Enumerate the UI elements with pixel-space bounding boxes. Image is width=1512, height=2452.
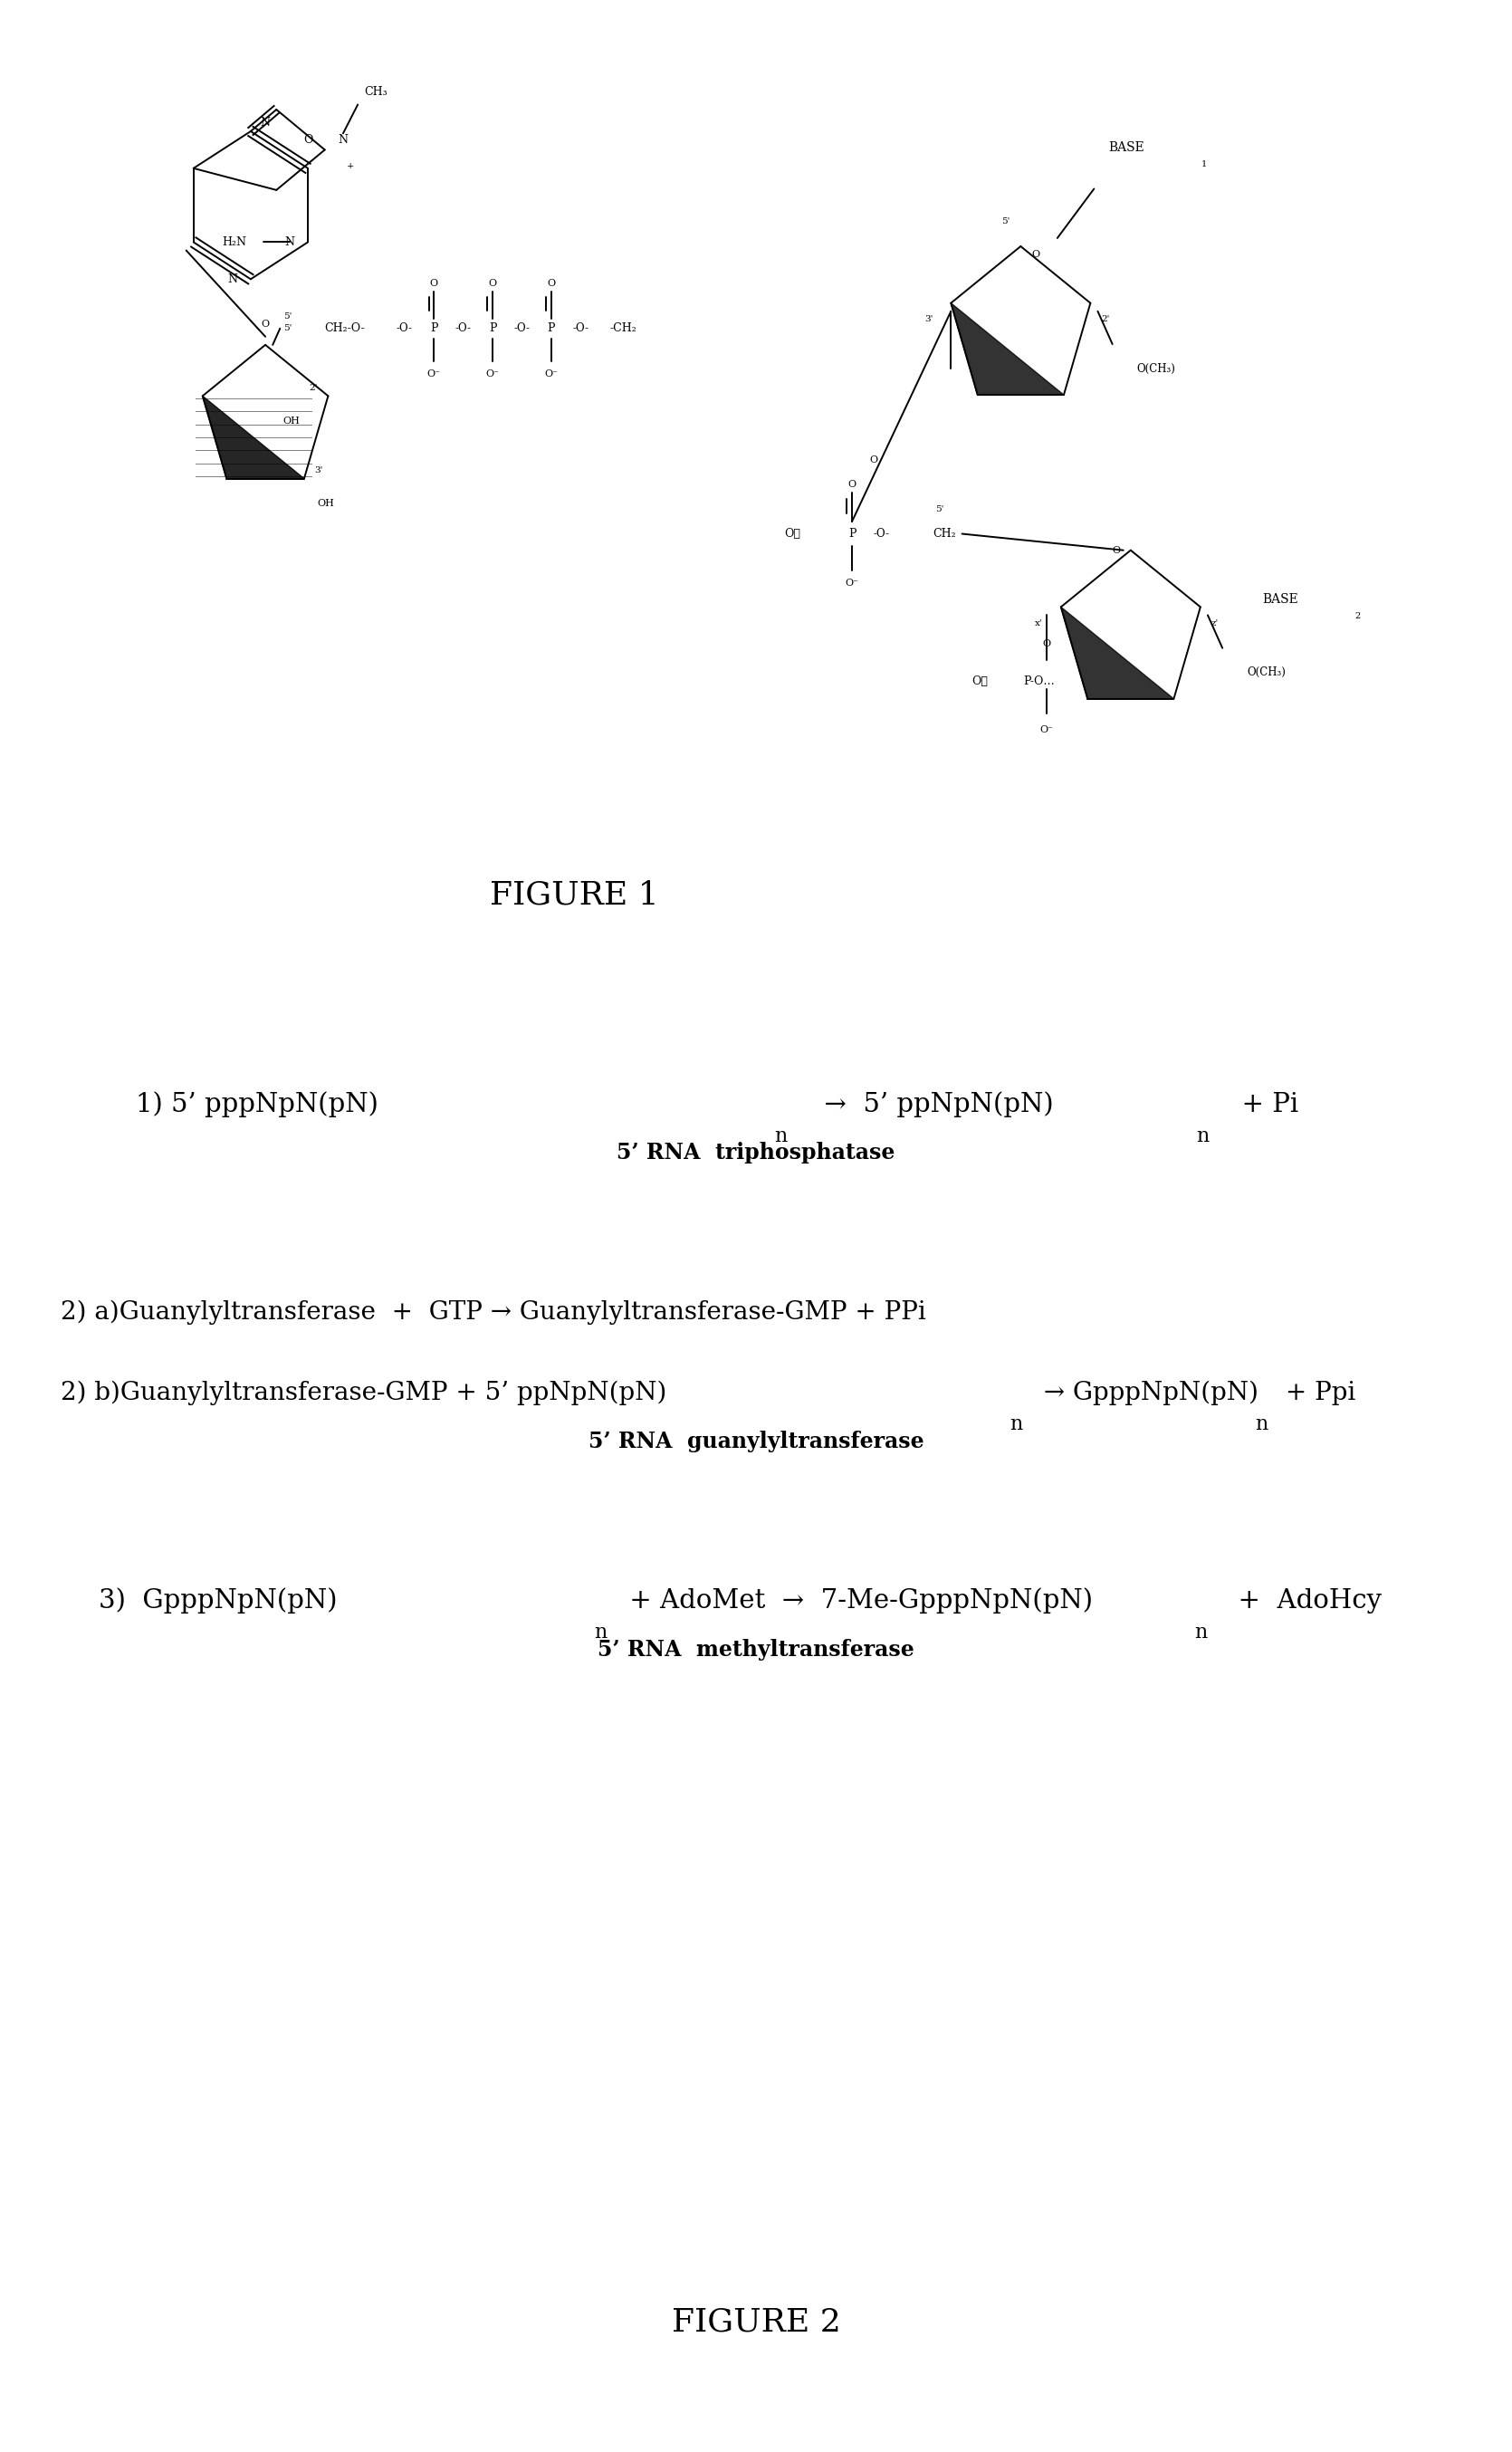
Text: + Pi: + Pi — [1225, 1091, 1299, 1118]
Text: -O-: -O- — [514, 324, 531, 333]
Text: -O-: -O- — [396, 324, 413, 333]
Text: 5': 5' — [283, 324, 292, 333]
Text: O(CH₃): O(CH₃) — [1247, 667, 1285, 679]
Text: O⁻: O⁻ — [485, 370, 499, 378]
Text: CH₂-O-: CH₂-O- — [324, 324, 364, 333]
Text: O⁻: O⁻ — [428, 370, 442, 378]
Text: 3': 3' — [314, 466, 324, 476]
Text: 3': 3' — [925, 316, 933, 324]
Text: P: P — [547, 324, 555, 333]
Text: 5’ RNA  triphosphatase: 5’ RNA triphosphatase — [617, 1140, 895, 1162]
Polygon shape — [951, 304, 1064, 395]
Text: +: + — [346, 162, 354, 169]
Text: -CH₂: -CH₂ — [609, 324, 637, 333]
Text: O⁻: O⁻ — [845, 579, 859, 588]
Text: O: O — [488, 280, 497, 287]
Text: O: O — [302, 132, 313, 145]
Text: z': z' — [1211, 620, 1219, 628]
Text: 1) 5’ pppNpN(pN): 1) 5’ pppNpN(pN) — [136, 1091, 378, 1118]
Text: H₂N: H₂N — [222, 235, 246, 248]
Text: 2': 2' — [310, 383, 318, 392]
Text: N: N — [227, 272, 237, 284]
Text: O: O — [429, 280, 438, 287]
Text: BASE: BASE — [1108, 142, 1145, 154]
Text: n: n — [774, 1125, 788, 1145]
Text: P: P — [848, 527, 856, 539]
Text: n: n — [1194, 1623, 1208, 1643]
Text: O: O — [1042, 640, 1051, 647]
Text: P: P — [488, 324, 496, 333]
Text: P-O…: P-O… — [1024, 674, 1055, 687]
Text: FIGURE 2: FIGURE 2 — [671, 2307, 841, 2337]
Text: O≛: O≛ — [785, 527, 801, 539]
Text: → GpppNpN(pN): → GpppNpN(pN) — [1036, 1380, 1258, 1405]
Text: O: O — [869, 456, 878, 463]
Text: 3)  GpppNpN(pN): 3) GpppNpN(pN) — [98, 1589, 337, 1613]
Text: O: O — [1111, 547, 1120, 554]
Text: O: O — [547, 280, 555, 287]
Text: + AdoMet  →  7-Me-GpppNpN(pN): + AdoMet → 7-Me-GpppNpN(pN) — [621, 1589, 1093, 1613]
Text: O(CH₃): O(CH₃) — [1137, 363, 1176, 375]
Text: N: N — [284, 235, 295, 248]
Text: -O-: -O- — [573, 324, 588, 333]
Text: FIGURE 1: FIGURE 1 — [490, 880, 659, 910]
Text: 2': 2' — [1101, 316, 1110, 324]
Text: CH₃: CH₃ — [364, 86, 387, 98]
Text: +  AdoHcy: + AdoHcy — [1222, 1589, 1382, 1613]
Text: -O-: -O- — [455, 324, 472, 333]
Text: N: N — [260, 118, 271, 130]
Text: O: O — [848, 481, 856, 488]
Text: OH: OH — [318, 498, 334, 508]
Polygon shape — [203, 395, 304, 478]
Text: CH₂: CH₂ — [933, 527, 956, 539]
Text: O⁻: O⁻ — [544, 370, 558, 378]
Text: O⁻: O⁻ — [1039, 726, 1052, 736]
Text: 1: 1 — [1201, 159, 1207, 169]
Text: O≛: O≛ — [971, 674, 987, 687]
Text: 5': 5' — [936, 505, 945, 512]
Text: OH: OH — [283, 417, 299, 424]
Text: n: n — [1196, 1125, 1210, 1145]
Text: →  5’ ppNpN(pN): → 5’ ppNpN(pN) — [807, 1091, 1054, 1118]
Text: n: n — [1255, 1415, 1269, 1434]
Text: O: O — [262, 319, 269, 329]
Text: BASE: BASE — [1263, 593, 1299, 606]
Text: n: n — [594, 1623, 608, 1643]
Text: 2: 2 — [1355, 613, 1361, 620]
Text: 2) a)Guanylyltransferase  +  GTP → Guanylyltransferase-GMP + PPi: 2) a)Guanylyltransferase + GTP → Guanyly… — [60, 1300, 925, 1324]
Polygon shape — [1061, 608, 1173, 699]
Text: 5’ RNA  methyltransferase: 5’ RNA methyltransferase — [597, 1638, 915, 1660]
Text: 5': 5' — [1002, 218, 1010, 226]
Text: -O-: -O- — [874, 527, 889, 539]
Text: P: P — [431, 324, 438, 333]
Text: N: N — [339, 135, 348, 145]
Text: + Ppi: + Ppi — [1278, 1380, 1356, 1405]
Text: O: O — [1031, 250, 1039, 260]
Text: 5': 5' — [283, 311, 292, 321]
Text: 5’ RNA  guanylyltransferase: 5’ RNA guanylyltransferase — [588, 1430, 924, 1452]
Text: x': x' — [1036, 620, 1043, 628]
Text: n: n — [1010, 1415, 1024, 1434]
Text: 2) b)Guanylyltransferase-GMP + 5’ ppNpN(pN): 2) b)Guanylyltransferase-GMP + 5’ ppNpN(… — [60, 1380, 667, 1405]
